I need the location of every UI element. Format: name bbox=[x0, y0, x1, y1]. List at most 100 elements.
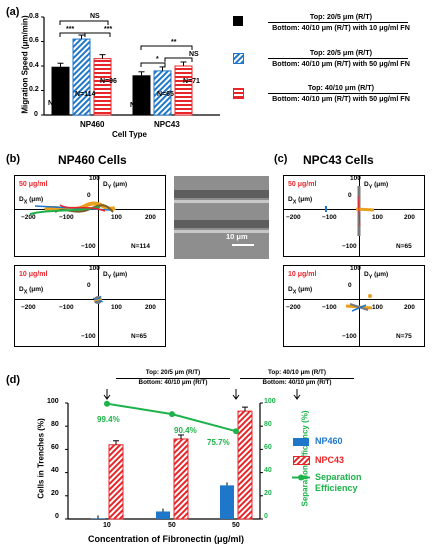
c-top-y100: 100 bbox=[350, 175, 361, 182]
b-top-zero: 0 bbox=[87, 192, 91, 199]
d-legend-eff-2: Efficiency bbox=[315, 483, 358, 493]
d-rtick-5: 100 bbox=[264, 398, 276, 405]
d-eff-point-2 bbox=[233, 428, 239, 435]
channel-micrograph: 10 μm bbox=[174, 176, 269, 259]
legend-1-bottom: Bottom: 40/10 μm (R/T) with 10 μg/ml FN bbox=[272, 23, 410, 32]
b-bottom-zero: 0 bbox=[87, 282, 91, 289]
c-top-trajectories bbox=[325, 186, 375, 236]
c-bottom-plot: 10 μg/ml DY (μm) DX (μm) 0 100 −200 −100… bbox=[283, 265, 425, 347]
d-xtick-1: 50 bbox=[168, 522, 176, 529]
c-top-dx: DX (μm) bbox=[288, 196, 313, 206]
c-top-m200: −200 bbox=[286, 214, 301, 221]
panel-d-chart bbox=[65, 389, 301, 520]
b-bottom-dx: DX (μm) bbox=[19, 286, 44, 296]
c-top-ym100: −100 bbox=[342, 243, 357, 250]
a-bracket-2 bbox=[84, 32, 111, 37]
a-bar-NP460-0 bbox=[51, 66, 70, 116]
c-top-p200: 200 bbox=[404, 214, 415, 221]
d-bar-np460-2 bbox=[220, 485, 234, 519]
panel-c-letter: (c) bbox=[274, 153, 288, 165]
d-rtick-0: 0 bbox=[264, 513, 268, 520]
b-top-m100: −100 bbox=[59, 214, 74, 221]
a-bracket-3 bbox=[140, 45, 193, 50]
d-ytick-2: 40 bbox=[51, 467, 59, 474]
legend-swatch-blue bbox=[233, 53, 244, 64]
b-bottom-plot: 10 μg/ml DY (μm) DX (μm) 0 100 −200 −100… bbox=[14, 265, 166, 347]
b-bottom-n: N=65 bbox=[131, 333, 147, 340]
d-eff-label-0: 99.4% bbox=[97, 415, 120, 424]
b-bottom-y100: 100 bbox=[89, 265, 100, 272]
c-bottom-y100: 100 bbox=[350, 265, 361, 272]
panel-a-letter: (a) bbox=[6, 6, 20, 18]
d-ytick-1: 20 bbox=[51, 490, 59, 497]
b-top-plot: 50 μg/ml DY (μm) DX (μm) 0 100 −200 −100… bbox=[14, 175, 166, 257]
a-bar-NPC43-2 bbox=[174, 65, 193, 116]
d-ytick-5: 100 bbox=[47, 398, 59, 405]
c-top-plot: 50 μg/ml DY (μm) DX (μm) 0 100 −200 −100… bbox=[283, 175, 425, 257]
panel-b-letter: (b) bbox=[6, 153, 21, 165]
c-top-dy: DY (μm) bbox=[364, 181, 389, 191]
d-legend-swatch-eff bbox=[292, 474, 310, 481]
d-xtick-0: 10 bbox=[103, 522, 111, 529]
d-ytick-4: 80 bbox=[51, 421, 59, 428]
b-bottom-dy: DY (μm) bbox=[103, 271, 128, 281]
c-bottom-p200: 200 bbox=[404, 304, 415, 311]
b-top-n: N=114 bbox=[131, 243, 150, 250]
c-bottom-m100: −100 bbox=[322, 304, 337, 311]
d-rtick-1: 20 bbox=[264, 490, 272, 497]
a-ytick-0: 0 bbox=[34, 111, 38, 118]
b-top-p100: 100 bbox=[111, 214, 122, 221]
d-bar-np460-1 bbox=[156, 511, 170, 519]
c-top-n: N=65 bbox=[396, 243, 412, 250]
a-sig-3: ** bbox=[171, 39, 177, 46]
panel-d-xlabel: Concentration of Fibronectin (μg/ml) bbox=[88, 534, 244, 544]
panel-c-title: NPC43 Cells bbox=[303, 153, 374, 167]
a-sig-1: *** bbox=[66, 26, 75, 33]
scale-bar bbox=[232, 244, 254, 246]
a-n-5: N=65 bbox=[157, 91, 174, 98]
panel-d-letter: (d) bbox=[6, 374, 21, 386]
d-rtick-4: 80 bbox=[264, 421, 272, 428]
legend-2-bottom: Bottom: 40/10 μm (R/T) with 50 μg/ml FN bbox=[272, 59, 410, 68]
d-rtick-2: 40 bbox=[264, 467, 272, 474]
d-bar-npc43-1 bbox=[173, 438, 189, 520]
b-top-dx: DX (μm) bbox=[19, 196, 44, 206]
panel-a-chart bbox=[41, 16, 220, 116]
legend-3-bottom: Bottom: 40/10 μm (R/T) with 50 μg/ml FN bbox=[272, 94, 410, 103]
a-n-6: N=71 bbox=[183, 78, 200, 85]
c-top-p100: 100 bbox=[372, 214, 383, 221]
d-header-right-top: Top: 40/10 μm (R/T) bbox=[268, 369, 326, 376]
b-top-y100: 100 bbox=[89, 175, 100, 182]
a-bracket-0 bbox=[59, 20, 109, 25]
d-arrow-left bbox=[103, 389, 111, 400]
b-bottom-p200: 200 bbox=[145, 304, 156, 311]
a-ytick-1: 0.2 bbox=[29, 86, 39, 93]
d-eff-point-1 bbox=[169, 411, 175, 418]
d-legend-np460: NP460 bbox=[315, 436, 343, 446]
d-eff-line bbox=[106, 402, 237, 433]
b-top-p200: 200 bbox=[145, 214, 156, 221]
a-ytick-4: 0.8 bbox=[29, 13, 39, 20]
d-eff-point-0 bbox=[104, 400, 110, 407]
d-bar-npc43-0 bbox=[108, 444, 124, 520]
b-top-ym100: −100 bbox=[81, 243, 96, 250]
a-sig-ns-2: NS bbox=[189, 51, 199, 58]
c-top-zero: 0 bbox=[348, 192, 352, 199]
legend-3-top: Top: 40/10 μm (R/T) bbox=[307, 83, 375, 92]
a-bracket-5 bbox=[164, 57, 193, 62]
a-sig-2: *** bbox=[104, 26, 113, 33]
d-arrow-mid bbox=[232, 389, 240, 400]
a-bar-NP460-2 bbox=[93, 58, 112, 116]
a-sig-ns-1: NS bbox=[90, 13, 100, 20]
c-bottom-zero: 0 bbox=[348, 282, 352, 289]
b-top-trajectories bbox=[29, 201, 116, 215]
d-arrow-right bbox=[293, 389, 301, 400]
a-group-npc43: NPC43 bbox=[154, 120, 180, 129]
d-legend-eff-1: Separation bbox=[315, 472, 362, 482]
d-ytick-0: 0 bbox=[55, 513, 59, 520]
legend-swatch-red bbox=[233, 88, 244, 99]
a-n-2: N=114 bbox=[75, 91, 96, 98]
d-bar-np460-0 bbox=[91, 518, 105, 519]
legend-swatch-black bbox=[233, 16, 243, 26]
c-bottom-dy: DY (μm) bbox=[364, 271, 389, 281]
